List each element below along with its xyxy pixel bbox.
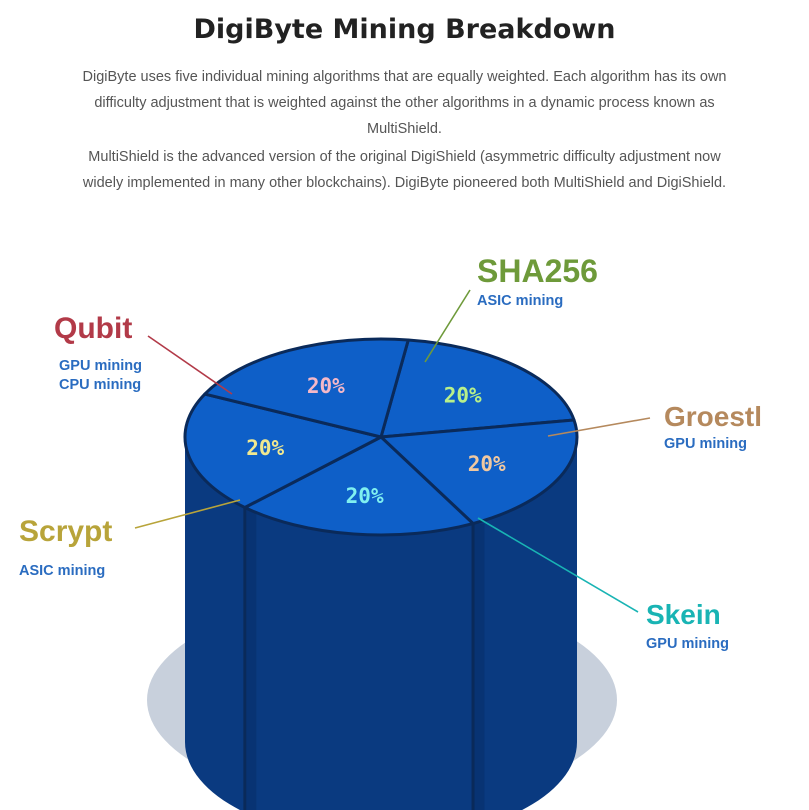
intro-paragraph: MultiShield is the advanced version of t… xyxy=(82,149,727,191)
page-title: DigiByte Mining Breakdown xyxy=(193,14,616,45)
mining-type-note: GPU mining xyxy=(59,358,142,374)
side-shade xyxy=(474,523,485,810)
pie-slice-skein xyxy=(243,435,475,537)
slice-value-label: 20% xyxy=(307,374,345,398)
pie-slice-groestl xyxy=(379,418,579,526)
algorithm-name-skein: Skein xyxy=(646,599,721,630)
mining-type-note: GPU mining xyxy=(664,436,747,452)
mining-type-note: ASIC mining xyxy=(19,563,105,579)
leader-line-scrypt xyxy=(134,499,241,529)
leader-line-groestl xyxy=(547,417,651,437)
algorithm-name-groestl: Groestl xyxy=(664,401,762,432)
leader-line-qubit xyxy=(147,335,233,395)
algorithm-name-qubit: Qubit xyxy=(54,312,132,345)
mining-type-note: GPU mining xyxy=(646,636,729,652)
mining-type-note: CPU mining xyxy=(59,377,141,393)
pie-slice-qubit xyxy=(203,337,410,439)
algorithm-name-scrypt: Scrypt xyxy=(19,515,112,548)
slice-value-label: 20% xyxy=(246,436,284,460)
leader-line-skein xyxy=(477,517,639,613)
intro-paragraph: DigiByte uses five individual mining alg… xyxy=(82,69,727,137)
algorithm-name-sha256: SHA256 xyxy=(477,253,598,289)
pie-slice-sha256 xyxy=(379,338,576,439)
slice-value-label: 20% xyxy=(346,484,384,508)
leader-line-sha256 xyxy=(424,289,471,363)
pie-slice-scrypt xyxy=(183,392,383,509)
mining-type-note: ASIC mining xyxy=(477,293,563,309)
slice-value-label: 20% xyxy=(468,452,506,476)
slice-value-label: 20% xyxy=(444,384,482,408)
side-shade xyxy=(246,507,257,810)
